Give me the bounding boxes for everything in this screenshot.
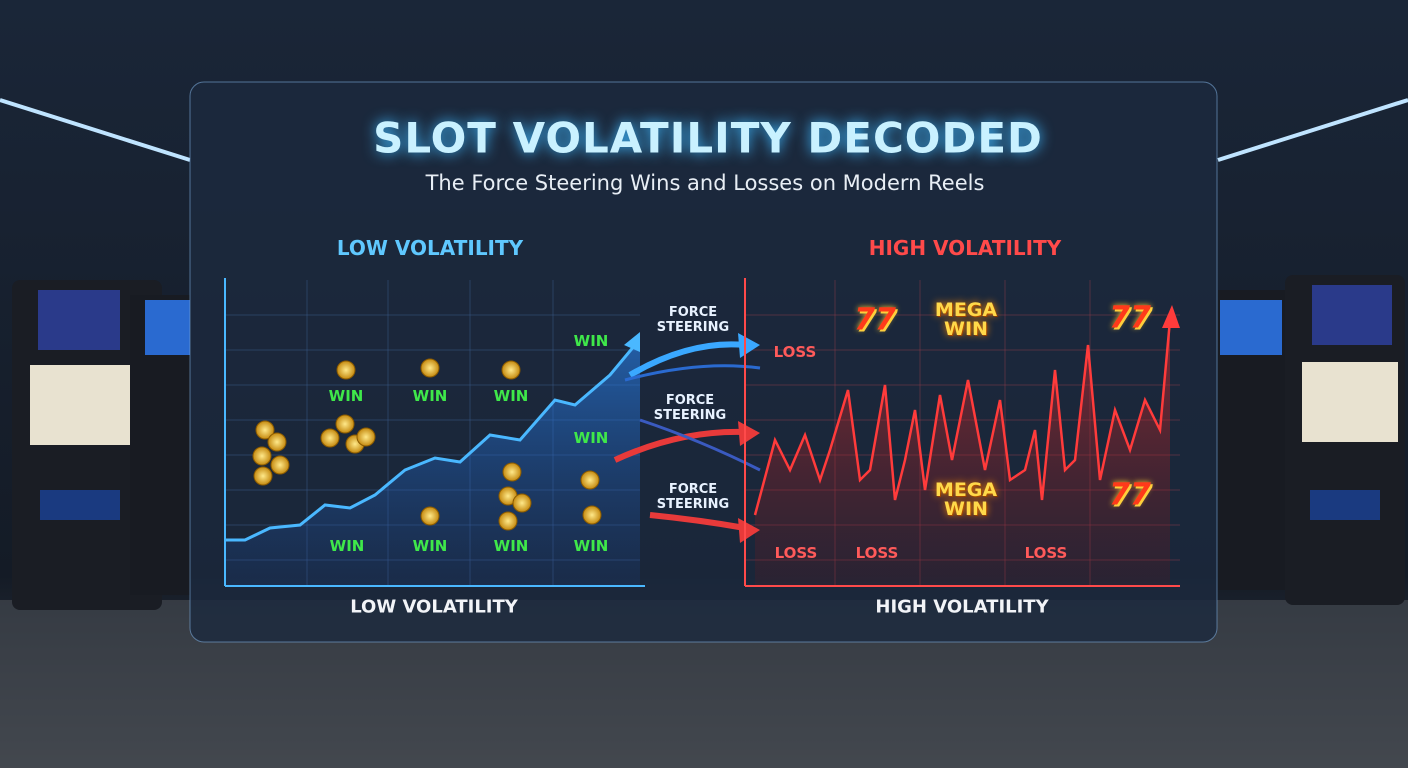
steering-arrowheads (738, 333, 760, 543)
steering-arrows (613, 341, 761, 531)
seven-symbol: 77 (1109, 477, 1151, 513)
seven-symbol: 77 (1109, 300, 1151, 336)
mega-win-label: MEGA WIN (934, 479, 998, 520)
loss-label: LOSS (855, 544, 899, 562)
subtitle: The Force Steering Wins and Losses on Mo… (425, 171, 985, 195)
coin (498, 511, 518, 531)
coin (336, 360, 356, 380)
win-label: WIN (573, 332, 609, 350)
win-label: WIN (493, 537, 529, 555)
low-footer: LOW VOLATILITY (350, 596, 518, 618)
win-label: WIN (573, 537, 609, 555)
force-label: FORCE STEERING (653, 393, 727, 423)
win-label: WIN (493, 387, 529, 405)
loss-label: LOSS (1024, 544, 1068, 562)
loss-label: LOSS (774, 544, 818, 562)
coins (252, 358, 602, 531)
coin (270, 455, 290, 475)
high-arrowhead (1162, 305, 1180, 328)
slot-machines-right (1218, 275, 1405, 605)
coin (253, 466, 273, 486)
high-area (755, 320, 1170, 586)
win-label: WIN (412, 387, 448, 405)
title: SLOT VOLATILITY DECODED (373, 113, 1043, 163)
coin (420, 506, 440, 526)
coin (356, 427, 376, 447)
win-label: WIN (329, 537, 365, 555)
loss-label: LOSS (773, 343, 817, 361)
coin (580, 470, 600, 490)
win-label: WIN (573, 429, 609, 447)
coin (502, 462, 522, 482)
win-label: WIN (328, 387, 364, 405)
coin (512, 493, 532, 513)
force-label: FORCE STEERING (656, 305, 730, 335)
low-heading: LOW VOLATILITY (336, 236, 524, 260)
ceiling-light (0, 98, 191, 162)
slot-machines-left (12, 280, 190, 610)
win-label: WIN (412, 537, 448, 555)
mega-win-label: MEGA WIN (934, 299, 998, 340)
coin (267, 432, 287, 452)
seven-symbol: 77 (854, 302, 896, 338)
coin (420, 358, 440, 378)
coin (252, 446, 272, 466)
coin (501, 360, 521, 380)
low-arrowhead (624, 332, 640, 352)
high-heading: HIGH VOLATILITY (868, 236, 1062, 260)
low-area (225, 340, 640, 586)
coin (320, 428, 340, 448)
high-footer: HIGH VOLATILITY (875, 596, 1049, 618)
coin (255, 420, 275, 440)
high-line (753, 319, 1172, 516)
coin (582, 505, 602, 525)
coin (335, 414, 355, 434)
force-label: FORCE STEERING (656, 482, 730, 512)
ceiling-light (1217, 98, 1408, 162)
low-line (225, 344, 637, 542)
